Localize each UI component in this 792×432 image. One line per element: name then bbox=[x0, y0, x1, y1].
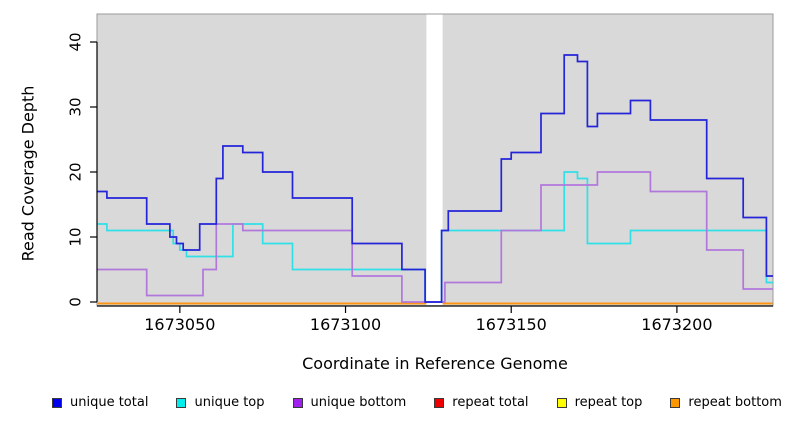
y-tick-label: 0 bbox=[67, 297, 85, 307]
legend-item-repeat-total: repeat total bbox=[434, 395, 529, 410]
y-tick-label: 40 bbox=[67, 32, 85, 51]
y-tick-label: 20 bbox=[67, 162, 85, 181]
legend-swatch-repeat-total bbox=[434, 397, 445, 408]
legend-item-repeat-bottom: repeat bottom bbox=[670, 395, 782, 410]
legend-swatch-repeat-top bbox=[556, 397, 567, 408]
legend-item-unique-total: unique total bbox=[52, 395, 148, 410]
y-axis-title: Read Coverage Depth bbox=[18, 85, 38, 262]
y-tick-label: 10 bbox=[67, 227, 85, 246]
legend-label-unique-bottom: unique bottom bbox=[310, 395, 407, 410]
series-unique-total bbox=[97, 54, 773, 303]
legend-label-unique-top: unique top bbox=[194, 395, 265, 410]
no-data-gap bbox=[426, 14, 443, 305]
x-tick-label: 1673100 bbox=[310, 315, 381, 334]
y-tick-label: 30 bbox=[67, 97, 85, 116]
series-unique-bottom bbox=[97, 171, 773, 303]
x-tick-label: 1673150 bbox=[476, 315, 547, 334]
legend-item-unique-top: unique top bbox=[176, 395, 265, 410]
legend-swatch-unique-bottom bbox=[292, 397, 303, 408]
x-tick-label: 1673050 bbox=[144, 315, 215, 334]
x-tick-label: 1673200 bbox=[641, 315, 712, 334]
legend-swatch-unique-total bbox=[52, 397, 62, 408]
legend-label-unique-total: unique total bbox=[70, 395, 149, 410]
x-axis-title: Coordinate in Reference Genome bbox=[302, 354, 568, 373]
legend-item-unique-bottom: unique bottom bbox=[292, 395, 407, 410]
legend-label-repeat-total: repeat total bbox=[452, 395, 529, 410]
legend-label-repeat-top: repeat top bbox=[574, 395, 643, 410]
legend-swatch-repeat-bottom bbox=[670, 397, 681, 408]
plot-canvas: 0 10 20 30 40 1673050 1673100 1673150 1673200 bbox=[67, 13, 774, 334]
legend-item-repeat-top: repeat top bbox=[556, 395, 643, 410]
legend-swatch-unique-top bbox=[176, 397, 187, 408]
legend-label-repeat-bottom: repeat bottom bbox=[688, 395, 782, 410]
legend: unique total unique top unique bottom re… bbox=[52, 395, 782, 410]
